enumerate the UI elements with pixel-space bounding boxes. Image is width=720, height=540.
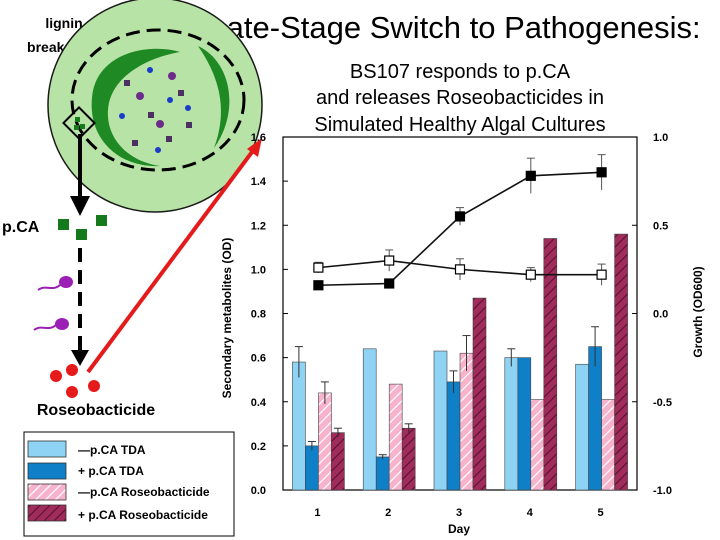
bar-s3-day3 — [472, 297, 487, 491]
bar-s0-day2 — [362, 348, 377, 491]
bar-s3-day2 — [401, 427, 416, 491]
bar-s3-day1 — [331, 432, 345, 491]
pathogenesis-arrow — [86, 146, 257, 374]
bar-s0-day1 — [292, 361, 306, 491]
pca-release-box — [62, 106, 96, 140]
bar-s1-day2 — [375, 456, 390, 491]
y-tick-label-1: 0.2 — [251, 441, 266, 453]
roseobacticide-label: Roseobacticide — [37, 402, 155, 419]
growth-point-l0-day3 — [454, 264, 466, 275]
bar-s2-day3 — [459, 352, 474, 491]
growth-point-l0-day4 — [525, 269, 536, 280]
y-tick-label-5: 1.0 — [251, 264, 266, 276]
chloroplast-left — [91, 48, 180, 167]
bar-s3-day4 — [543, 238, 558, 491]
chart-legend: —p.CA TDA + p.CA TDA —p.CA Roseobacticid… — [23, 431, 235, 537]
y-axis-ticks: 0.0 0.2 0.4 0.6 0.8 1.0 1.2 1.4 1.6 — [251, 132, 288, 497]
x-tick-label-2: 2 — [385, 507, 391, 519]
x-tick-label-3: 3 — [456, 507, 462, 519]
growth-point-l0-day2 — [384, 255, 395, 266]
vacuole-dashed-outline — [70, 28, 246, 172]
x-axis-ticks: 1 2 3 4 5 — [314, 507, 603, 519]
x-axis-label: Day — [448, 522, 470, 536]
line-layer — [313, 154, 607, 291]
growth-point-l1-day5 — [596, 167, 607, 178]
subtitle-line-1: BS107 responds to p.CA — [350, 61, 571, 83]
bar-s0-day5 — [575, 363, 589, 491]
subtitle-line-3: Simulated Healthy Algal Cultures — [314, 114, 605, 136]
growth-point-l1-day3 — [454, 211, 466, 222]
bacterium-icon-2 — [33, 318, 69, 331]
y-tick-label-0: 0.0 — [251, 485, 266, 497]
metabolite-chart: 0.00.20.40.60.81.01.21.41.6 -1.0-0.50.00… — [220, 132, 705, 536]
pathogenesis-arrowhead — [247, 138, 262, 157]
pca-label: p.CA — [2, 219, 40, 236]
bar-s1-day5 — [588, 346, 602, 491]
y-tick-label-8: 1.6 — [251, 132, 266, 144]
y2-tick-label-3: 0.5 — [653, 220, 668, 232]
x-tick-label-4: 4 — [527, 507, 534, 519]
response-arrowhead — [71, 350, 89, 366]
bar-s2-day5 — [601, 399, 615, 491]
legend-swatch-plus-pca-tda — [27, 462, 67, 480]
growth-point-l1-day4 — [525, 170, 536, 181]
algal-cell — [47, 0, 263, 213]
y2-tick-label-0: -1.0 — [653, 485, 672, 497]
bar-s1-day3 — [446, 381, 461, 491]
bar-s2-day4 — [530, 399, 545, 491]
y2-axis-label: Growth (OD600) — [691, 266, 705, 357]
x-tick-label-5: 5 — [598, 507, 604, 519]
legend-label-plus-pca-tda: + p.CA TDA — [78, 464, 144, 478]
chloroplast-right — [198, 46, 230, 148]
bar-s2-day1 — [318, 392, 332, 491]
y2-axis-ticks: -1.0 -0.5 0.0 0.5 1.0 — [632, 132, 672, 497]
bar-s0-day3 — [433, 350, 448, 491]
x-tick-label-1: 1 — [314, 507, 320, 519]
y2-tick-label-2: 0.0 — [653, 309, 668, 321]
bar-s1-day4 — [517, 357, 532, 491]
y-tick-label-6: 1.2 — [251, 220, 266, 232]
bar-s1-day1 — [305, 445, 319, 491]
y-tick-label-3: 0.6 — [251, 353, 266, 365]
legend-label-minus-pca-roseobacticide: —p.CA Roseobacticide — [78, 485, 210, 499]
bar-s2-day2 — [388, 383, 403, 491]
bacterium-icon — [37, 276, 73, 291]
y-tick-label-2: 0.4 — [251, 397, 267, 409]
legend-label-minus-pca-tda: —p.CA TDA — [78, 443, 146, 457]
legend-label-plus-pca-roseobacticide: + p.CA Roseobacticide — [78, 508, 208, 522]
y2-tick-label-1: -0.5 — [653, 397, 672, 409]
bar-layer — [292, 233, 628, 491]
growth-point-l0-day5 — [596, 269, 607, 280]
y2-tick-label-4: 1.0 — [653, 132, 668, 144]
y-tick-label-4: 0.8 — [251, 309, 266, 321]
growth-point-l1-day2 — [384, 278, 395, 289]
y-tick-label-7: 1.4 — [251, 176, 267, 188]
bar-s3-day5 — [614, 233, 628, 491]
legend-swatch-minus-pca-roseobacticide — [27, 483, 67, 501]
pca-molecules-icon — [58, 215, 107, 240]
legend-swatch-plus-pca-roseobacticide — [27, 504, 67, 522]
subtitle-line-2: and releases Roseobacticides in — [316, 87, 604, 109]
y-axis-label: Secondary metabolites (OD) — [220, 238, 234, 399]
bar-s0-day4 — [504, 357, 519, 491]
growth-point-l0-day1 — [313, 262, 324, 273]
legend-swatch-minus-pca-tda — [27, 440, 67, 458]
slide-title: Late-Stage Switch to Pathogenesis: — [209, 10, 700, 45]
lignin-label-line-1: lignin — [45, 15, 82, 31]
roseobacticide-molecules-icon — [50, 364, 100, 398]
growth-point-l1-day1 — [313, 280, 324, 291]
lignin-particles — [119, 67, 192, 153]
